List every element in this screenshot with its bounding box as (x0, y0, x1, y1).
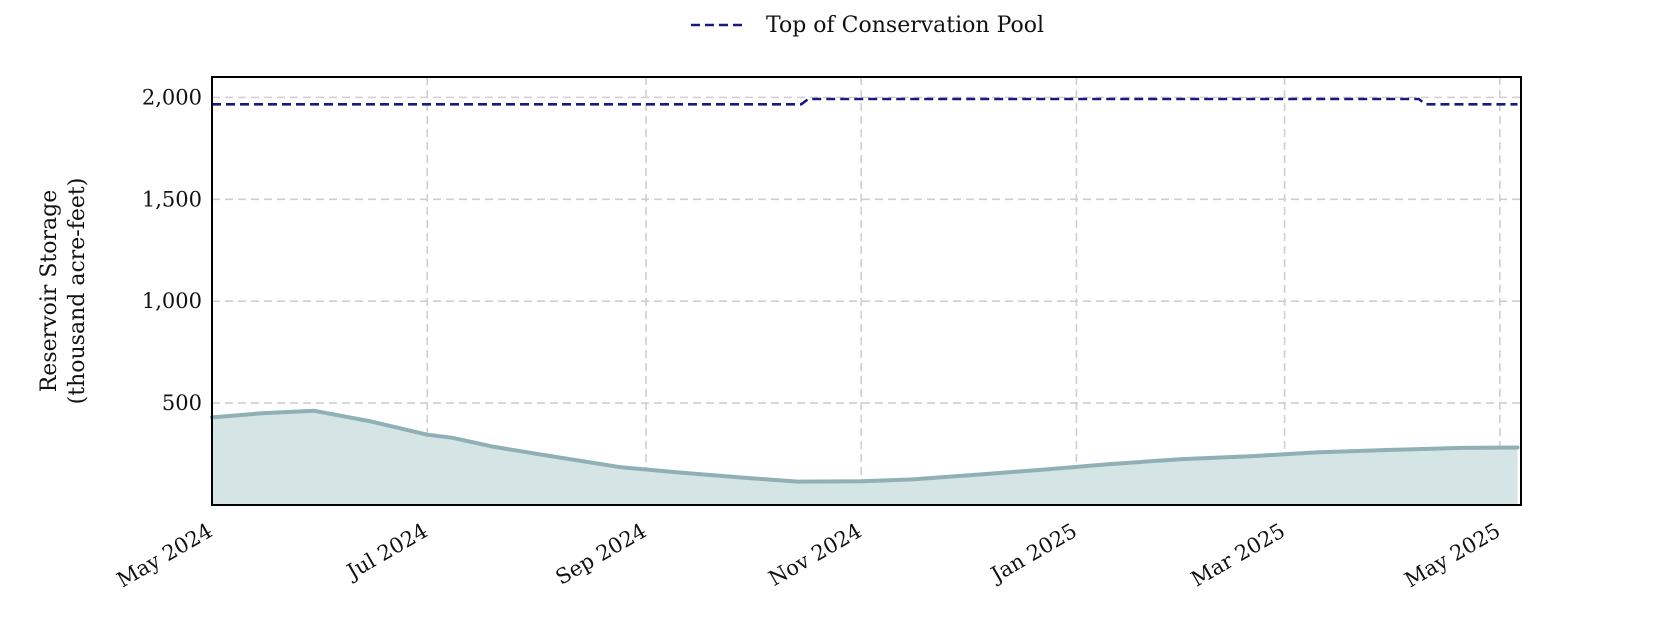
x-axis-ticks: May 2024 Jul 2024 Sep 2024 Nov 2024 Jan 2025… (113, 519, 1505, 593)
y-tick-label-1: 1,000 (142, 289, 202, 313)
y-axis-ticks: 500 1,000 1,500 2,000 (142, 85, 202, 415)
x-tick-label-0: May 2024 (113, 519, 217, 593)
series-layer (210, 97, 1520, 505)
legend-label-0: Top of Conservation Pool (766, 13, 1044, 38)
storage-area-fill (212, 410, 1518, 505)
x-tick-label-1: Jul 2024 (341, 519, 432, 585)
y-axis-label: Reservoir Storage (thousand acre-feet) (37, 178, 90, 405)
y-axis-label-line-1: (thousand acre-feet) (65, 178, 90, 405)
y-tick-label-0: 500 (162, 391, 202, 415)
x-tick-label-3: Nov 2024 (764, 519, 865, 591)
x-tick-label-5: Mar 2025 (1187, 519, 1289, 592)
x-tick-label-2: Sep 2024 (552, 519, 651, 590)
plot-frame (211, 76, 1522, 506)
storage-line (210, 408, 1520, 484)
conservation-pool-line (212, 97, 1518, 106)
x-tick-label-6: May 2025 (1401, 519, 1505, 593)
y-axis-label-line-0: Reservoir Storage (37, 190, 62, 393)
x-tick-label-4: Jan 2025 (985, 519, 1081, 588)
legend: Top of Conservation Pool (691, 13, 1044, 38)
y-tick-label-3: 2,000 (142, 85, 202, 109)
y-tick-label-2: 1,500 (142, 187, 202, 211)
